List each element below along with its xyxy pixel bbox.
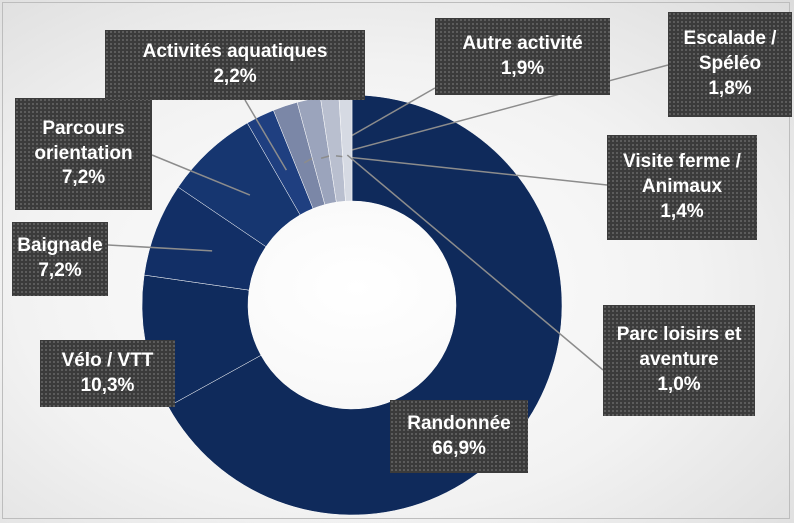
value-label: 1,4% (660, 200, 704, 222)
category-label: Vélo / VTT (61, 349, 154, 371)
category-label: Baignade (17, 235, 103, 257)
category-label: Activités aquatiques (142, 41, 328, 63)
data-label: Vélo / VTT 10,3% (40, 340, 175, 407)
value-label: 66,9% (432, 437, 486, 459)
category-label: Parcours orientation (34, 117, 133, 164)
value-label: 1,0% (657, 373, 701, 395)
data-label: Activités aquatiques 2,2% (105, 30, 365, 100)
data-label: Parc loisirs et aventure 1,0% (603, 305, 755, 416)
value-label: 7,2% (38, 260, 82, 281)
category-label: Parc loisirs et aventure (616, 324, 742, 371)
category-label: Autre activité (462, 32, 583, 54)
value-label: 2,2% (213, 66, 257, 87)
value-label: 1,9% (500, 57, 545, 79)
leader-line (335, 155, 608, 186)
data-label: Autre activité 1,9% (435, 18, 610, 95)
data-label: Randonnée 66,9% (390, 400, 528, 473)
category-label: Escalade / Spéléo (683, 28, 777, 75)
leader-line (320, 64, 669, 159)
category-label: Visite ferme / Animaux (623, 151, 741, 198)
data-label: Baignade 7,2% (12, 222, 108, 296)
leader-line (346, 154, 604, 371)
leader-line (244, 99, 288, 171)
value-label: 7,2% (61, 167, 106, 189)
data-label: Escalade / Spéléo 1,8% (668, 12, 792, 117)
data-label: Visite ferme / Animaux 1,4% (607, 135, 757, 240)
leader-line (107, 244, 213, 252)
data-label: Parcours orientation 7,2% (15, 98, 152, 210)
leader-line (151, 154, 251, 196)
category-label: Randonnée (407, 412, 511, 434)
value-label: 10,3% (80, 374, 135, 396)
value-label: 1,8% (708, 77, 752, 99)
